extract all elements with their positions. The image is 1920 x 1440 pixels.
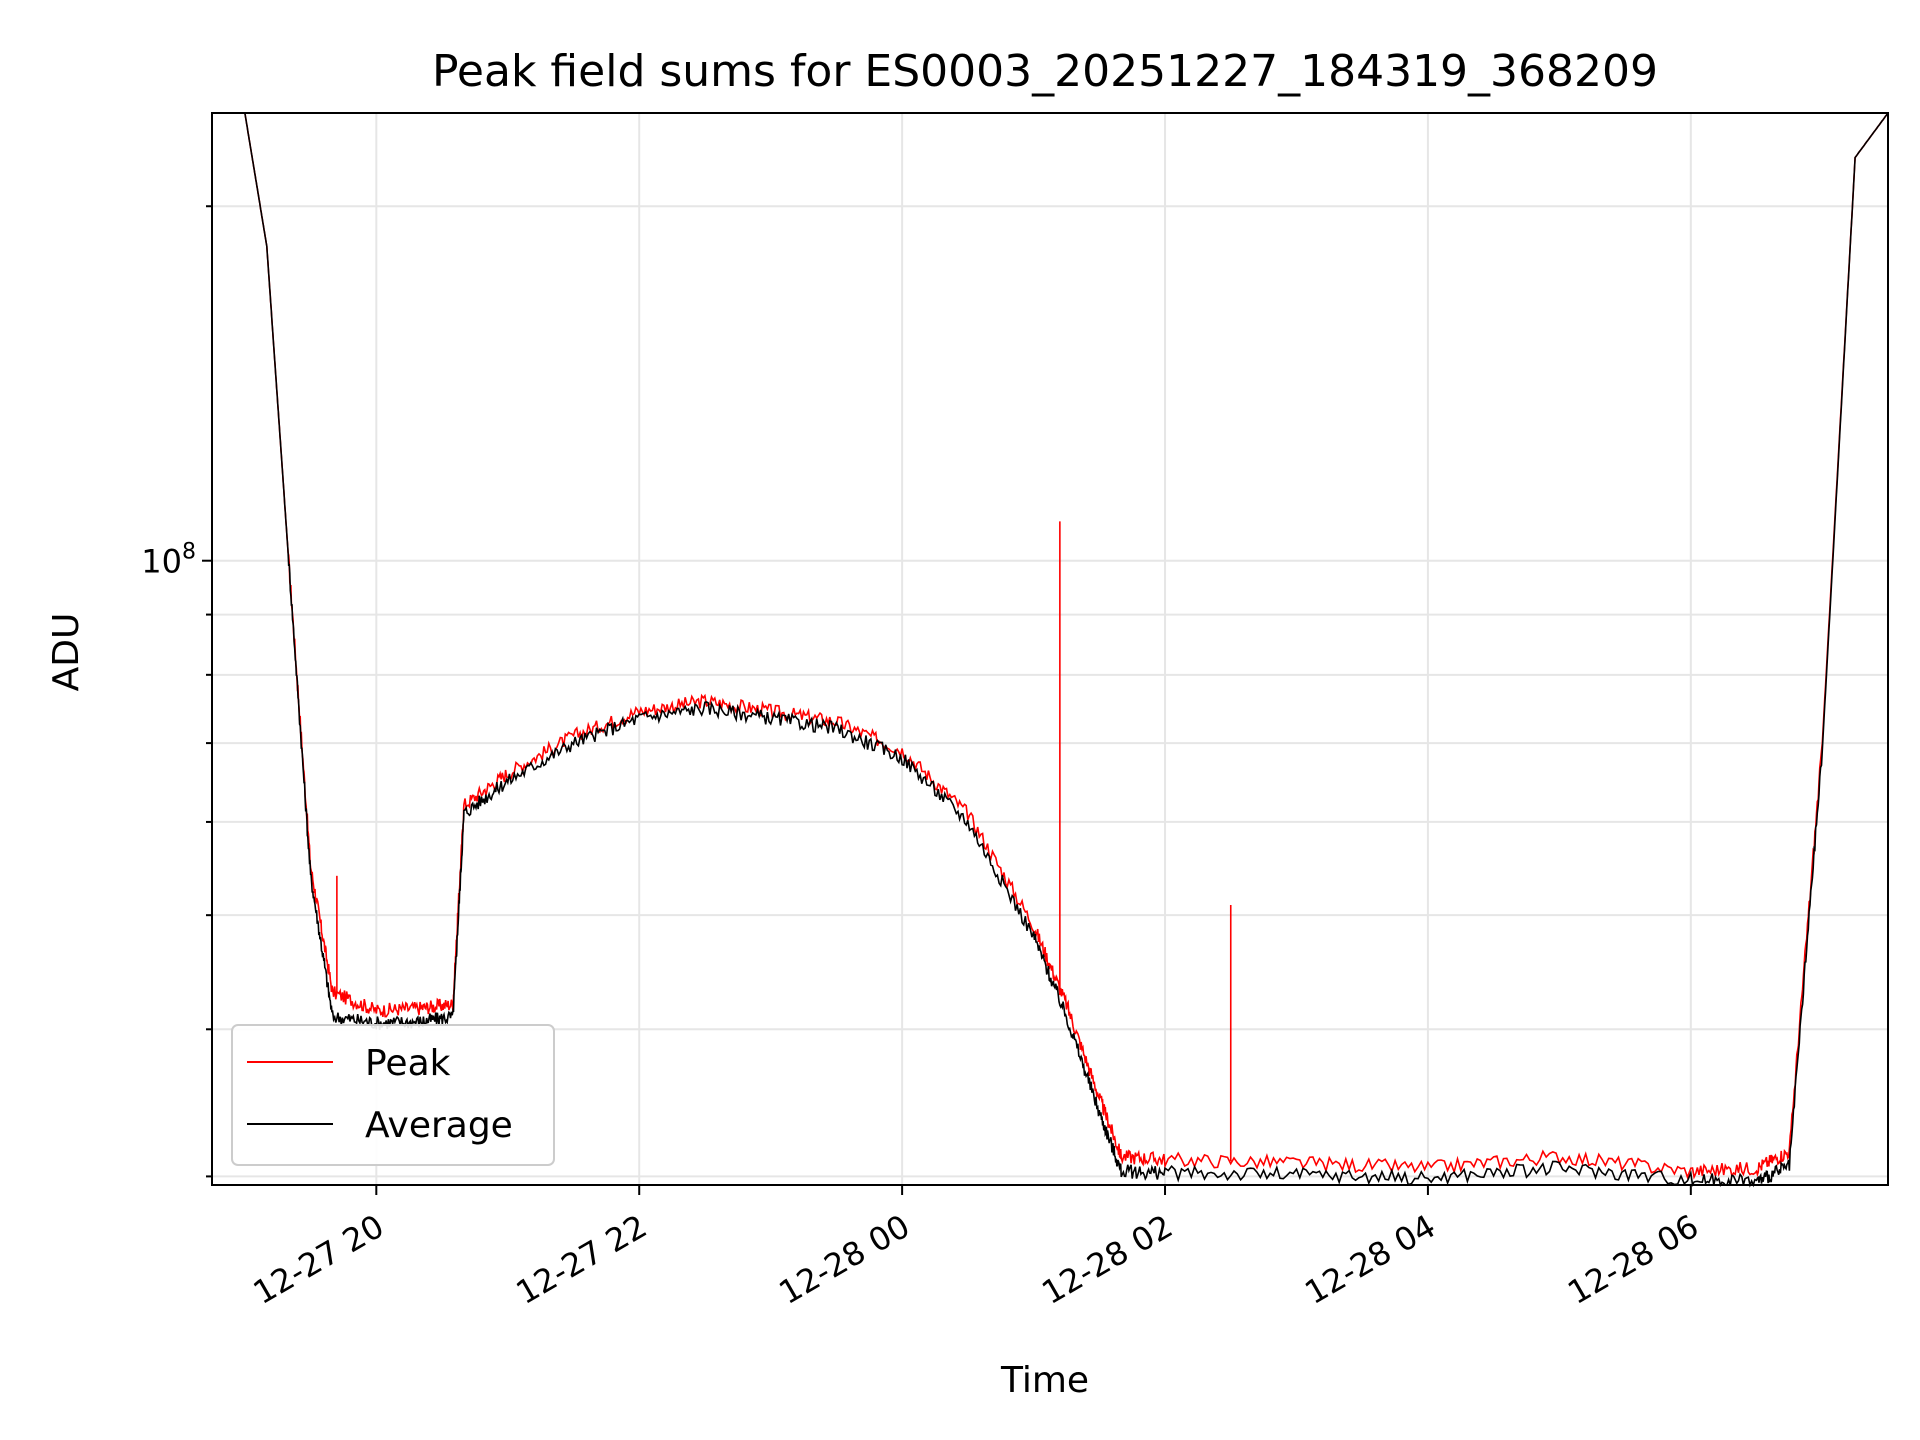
series-line-peak	[212, 112, 1889, 1180]
y-axis: 108	[141, 205, 212, 1178]
legend-label-average: Average	[365, 1105, 513, 1146]
x-tick-label: 12-28 00	[773, 1207, 917, 1312]
x-tick-label: 12-28 04	[1298, 1207, 1442, 1312]
legend: Peak Average	[231, 1024, 555, 1166]
plot-frame	[211, 112, 1889, 1186]
x-tick-label: 12-27 22	[510, 1207, 654, 1312]
chart-title: Peak field sums for ES0003_20251227_1843…	[432, 46, 1658, 97]
legend-label-peak: Peak	[365, 1043, 451, 1084]
x-tick-label: 12-28 06	[1561, 1207, 1705, 1312]
grid	[212, 113, 1888, 1185]
x-axis: 12-27 20 12-27 22 12-28 00 12-28 02 12-28 04…	[247, 1185, 1705, 1312]
legend-box	[231, 1024, 555, 1166]
series-layer	[212, 112, 1889, 1188]
x-axis-label: Time	[1000, 1360, 1089, 1401]
series-line-average	[212, 112, 1889, 1188]
x-tick-label: 12-28 02	[1035, 1207, 1179, 1312]
y-axis-label: ADU	[46, 613, 87, 692]
y-tick-label: 108	[141, 540, 196, 581]
x-tick-label: 12-27 20	[247, 1207, 391, 1312]
